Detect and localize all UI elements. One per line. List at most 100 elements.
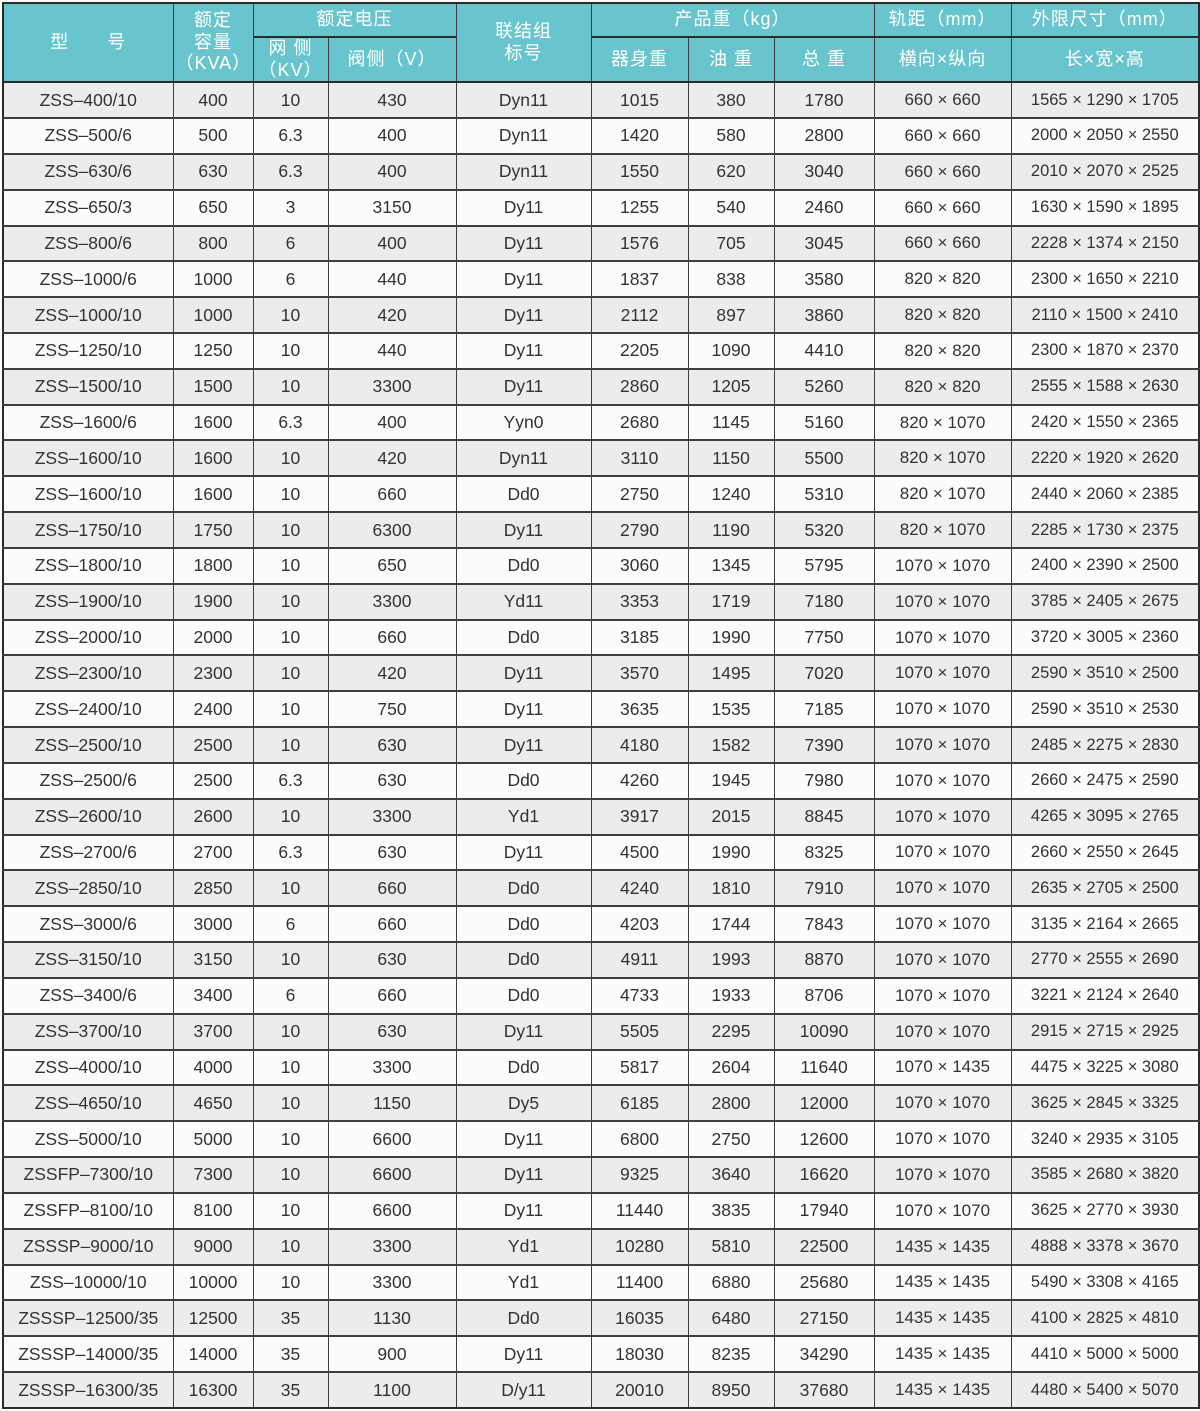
table-row: ZSS–3150/10 3150 10 630 Dd0 4911 1993 8870 1070 …	[2, 941, 1200, 979]
model-cell: ZSS–2000/10	[2, 618, 174, 656]
body-weight-cell: 4203	[590, 905, 689, 943]
table-header: 型 号 额定 容量 （KVA） 额定电压 联结组 标号 产品重（kg） 轨距（m…	[2, 2, 1200, 84]
table-row: ZSS–2850/10 2850 10 660 Dd0 4240 1810 7910 1070 …	[2, 869, 1200, 907]
dimensions-cell: 2660 × 2475 × 2590	[1010, 761, 1200, 800]
body-weight-cell: 4240	[590, 869, 689, 907]
oil-weight-cell: 2800	[687, 1084, 775, 1122]
model-cell: ZSSFP–8100/10	[2, 1191, 174, 1230]
connection-cell: Dy5	[455, 1084, 592, 1122]
dimensions-cell: 2300 × 1870 × 2370	[1010, 331, 1200, 370]
dimensions-cell: 2660 × 2550 × 2645	[1010, 833, 1200, 871]
connection-cell: D/y11	[455, 1371, 592, 1409]
connection-cell: Dy11	[455, 1120, 592, 1158]
body-weight-cell: 3635	[590, 690, 689, 728]
total-weight-cell: 12600	[773, 1120, 875, 1158]
body-weight-cell: 11400	[590, 1263, 689, 1301]
connection-cell: Dy11	[455, 1191, 592, 1230]
grid-voltage-cell: 6.3	[252, 833, 329, 871]
table-body: ZSS–400/10 400 10 430 Dyn11 1015 380 1780 660 × …	[2, 81, 1200, 1409]
dimensions-cell: 3135 × 2164 × 2665	[1010, 905, 1200, 943]
dimensions-cell: 1565 × 1290 × 1705	[1010, 81, 1200, 119]
oil-weight-cell: 580	[687, 117, 775, 155]
capacity-cell: 1750	[172, 511, 254, 549]
total-weight-cell: 16620	[773, 1156, 875, 1194]
rail-gauge-cell: 1070 × 1070	[873, 1191, 1012, 1230]
header-product-weight-group: 产品重（kg）	[590, 2, 875, 38]
dimensions-cell: 2770 × 2555 × 2690	[1010, 941, 1200, 979]
total-weight-cell: 3580	[773, 260, 875, 298]
model-cell: ZSSSP–12500/35	[2, 1299, 174, 1337]
table-row: ZSS–2500/6 2500 6.3 630 Dd0 4260 1945 7980 1070 …	[2, 761, 1200, 800]
oil-weight-cell: 2604	[687, 1048, 775, 1086]
valve-voltage-cell: 660	[327, 905, 457, 943]
total-weight-cell: 25680	[773, 1263, 875, 1301]
grid-voltage-cell: 6	[252, 260, 329, 298]
rail-gauge-cell: 820 × 1070	[873, 403, 1012, 441]
capacity-cell: 400	[172, 81, 254, 119]
oil-weight-cell: 705	[687, 224, 775, 262]
grid-voltage-cell: 6	[252, 224, 329, 262]
valve-voltage-cell: 630	[327, 726, 457, 764]
body-weight-cell: 1576	[590, 224, 689, 262]
body-weight-cell: 2112	[590, 296, 689, 334]
table-row: ZSS–2000/10 2000 10 660 Dd0 3185 1990 7750 1070 …	[2, 618, 1200, 656]
rail-gauge-cell: 1070 × 1070	[873, 1120, 1012, 1158]
model-cell: ZSS–4000/10	[2, 1048, 174, 1086]
oil-weight-cell: 1345	[687, 546, 775, 585]
model-cell: ZSS–5000/10	[2, 1120, 174, 1158]
total-weight-cell: 10090	[773, 1012, 875, 1051]
header-rail-gauge-group: 轨距（mm）	[873, 2, 1012, 38]
capacity-cell: 3700	[172, 1012, 254, 1051]
connection-cell: Dy11	[455, 188, 592, 226]
model-cell: ZSS–3700/10	[2, 1012, 174, 1051]
dimensions-cell: 2285 × 1730 × 2375	[1010, 511, 1200, 549]
rail-gauge-cell: 1070 × 1070	[873, 546, 1012, 585]
table-row: ZSS–2500/10 2500 10 630 Dy11 4180 1582 7390 1070…	[2, 726, 1200, 764]
table-row: ZSS–2400/10 2400 10 750 Dy11 3635 1535 7185 1070…	[2, 690, 1200, 728]
rail-gauge-cell: 660 × 660	[873, 81, 1012, 119]
valve-voltage-cell: 440	[327, 331, 457, 370]
total-weight-cell: 8706	[773, 976, 875, 1015]
grid-voltage-cell: 10	[252, 726, 329, 764]
oil-weight-cell: 1582	[687, 726, 775, 764]
connection-cell: Dyn11	[455, 439, 592, 477]
capacity-cell: 16300	[172, 1371, 254, 1409]
table-row: ZSS–3700/10 3700 10 630 Dy11 5505 2295 10090 107…	[2, 1012, 1200, 1051]
table-row: ZSS–1500/10 1500 10 3300 Dy11 2860 1205 5260 820…	[2, 367, 1200, 406]
capacity-cell: 2000	[172, 618, 254, 656]
oil-weight-cell: 1090	[687, 331, 775, 370]
capacity-cell: 1600	[172, 439, 254, 477]
total-weight-cell: 5795	[773, 546, 875, 585]
model-cell: ZSSSP–16300/35	[2, 1371, 174, 1409]
grid-voltage-cell: 10	[252, 1012, 329, 1051]
oil-weight-cell: 620	[687, 152, 775, 191]
valve-voltage-cell: 6300	[327, 511, 457, 549]
dimensions-cell: 2555 × 1588 × 2630	[1010, 367, 1200, 406]
valve-voltage-cell: 1150	[327, 1084, 457, 1122]
table-row: ZSS–2700/6 2700 6.3 630 Dy11 4500 1990 8325 1070…	[2, 833, 1200, 871]
header-rail-gauge: 横向×纵向	[873, 36, 1012, 84]
dimensions-cell: 1630 × 1590 × 1895	[1010, 188, 1200, 226]
table-row: ZSS–1800/10 1800 10 650 Dd0 3060 1345 5795 1070 …	[2, 546, 1200, 585]
valve-voltage-cell: 630	[327, 941, 457, 979]
table-row: ZSS–1750/10 1750 10 6300 Dy11 2790 1190 5320 820…	[2, 511, 1200, 549]
grid-voltage-cell: 6	[252, 905, 329, 943]
capacity-cell: 1800	[172, 546, 254, 585]
grid-voltage-cell: 6	[252, 976, 329, 1015]
model-cell: ZSS–400/10	[2, 81, 174, 119]
grid-voltage-cell: 10	[252, 1084, 329, 1122]
rail-gauge-cell: 660 × 660	[873, 117, 1012, 155]
model-cell: ZSS–1000/6	[2, 260, 174, 298]
dimensions-cell: 3625 × 2770 × 3930	[1010, 1191, 1200, 1230]
valve-voltage-cell: 750	[327, 690, 457, 728]
connection-cell: Dd0	[455, 869, 592, 907]
body-weight-cell: 1015	[590, 81, 689, 119]
table-row: ZSS–800/6 800 6 400 Dy11 1576 705 3045 660 × 660…	[2, 224, 1200, 262]
capacity-cell: 1500	[172, 367, 254, 406]
connection-cell: Dy11	[455, 367, 592, 406]
model-cell: ZSS–500/6	[2, 117, 174, 155]
model-cell: ZSS–1600/6	[2, 403, 174, 441]
capacity-cell: 3000	[172, 905, 254, 943]
grid-voltage-cell: 10	[252, 1263, 329, 1301]
model-cell: ZSS–2500/6	[2, 761, 174, 800]
